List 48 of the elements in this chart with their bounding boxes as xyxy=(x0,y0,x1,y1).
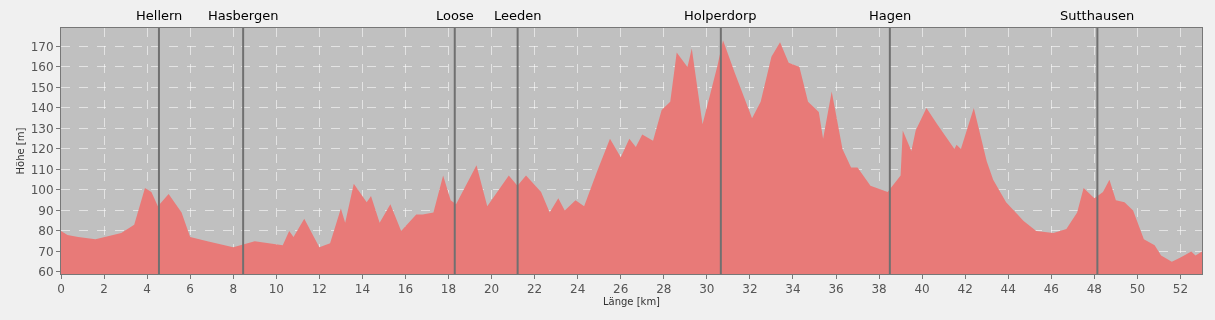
x-tick-label: 20 xyxy=(483,282,500,297)
x-tick-label: 42 xyxy=(957,282,973,297)
x-tick-label: 4 xyxy=(143,282,151,297)
x-tick-label: 30 xyxy=(699,282,715,297)
y-tick-label: 110 xyxy=(30,162,54,177)
y-tick-label: 60 xyxy=(38,265,54,280)
ref-line-label: Loose xyxy=(436,8,474,23)
ref-line-label: Leeden xyxy=(494,8,542,23)
x-tick-label: 8 xyxy=(229,282,238,297)
x-tick-label: 44 xyxy=(1000,282,1016,297)
x-tick-label: 28 xyxy=(656,282,672,297)
x-tick-label: 14 xyxy=(354,282,371,297)
y-tick-label: 90 xyxy=(38,203,54,218)
ref-line-label: Hellern xyxy=(136,8,183,23)
ref-line-label: Hasbergen xyxy=(208,8,279,23)
x-tick-label: 10 xyxy=(268,282,284,297)
x-tick-label: 18 xyxy=(440,282,457,297)
x-axis-title: Länge [km] xyxy=(602,296,661,308)
ref-line-label: Holperdorp xyxy=(684,8,757,23)
y-tick-label: 100 xyxy=(30,183,54,198)
y-axis-title: Höhe [m] xyxy=(14,127,26,175)
ref-line-label: Hagen xyxy=(869,8,912,23)
x-tick-label: 52 xyxy=(1172,282,1189,297)
x-tick-label: 40 xyxy=(914,282,930,297)
x-tick-label: 48 xyxy=(1086,282,1102,297)
x-tick-label: 26 xyxy=(613,282,629,297)
y-tick-label: 80 xyxy=(38,224,54,239)
x-tick-label: 50 xyxy=(1129,282,1146,297)
x-tick-label: 16 xyxy=(397,282,414,297)
x-tick-label: 22 xyxy=(526,282,543,297)
y-tick-label: 150 xyxy=(30,80,54,95)
x-tick-label: 2 xyxy=(100,282,108,297)
x-tick-label: 34 xyxy=(785,282,801,297)
x-tick-label: 6 xyxy=(186,282,194,297)
x-tick-label: 36 xyxy=(828,282,844,297)
x-tick-label: 24 xyxy=(570,282,586,297)
x-tick-label: 12 xyxy=(311,282,327,297)
ref-line-label: Sutthausen xyxy=(1060,8,1135,23)
y-tick-label: 70 xyxy=(38,244,54,259)
x-tick-label: 0 xyxy=(57,282,65,297)
y-tick-label: 170 xyxy=(30,39,54,54)
y-tick-label: 140 xyxy=(30,101,54,116)
y-tick-label: 120 xyxy=(30,142,54,157)
y-tick-label: 130 xyxy=(30,121,54,136)
x-tick-label: 38 xyxy=(871,282,887,297)
x-tick-label: 32 xyxy=(742,282,758,297)
x-tick-label: 46 xyxy=(1043,282,1059,297)
y-tick-label: 160 xyxy=(30,60,54,75)
